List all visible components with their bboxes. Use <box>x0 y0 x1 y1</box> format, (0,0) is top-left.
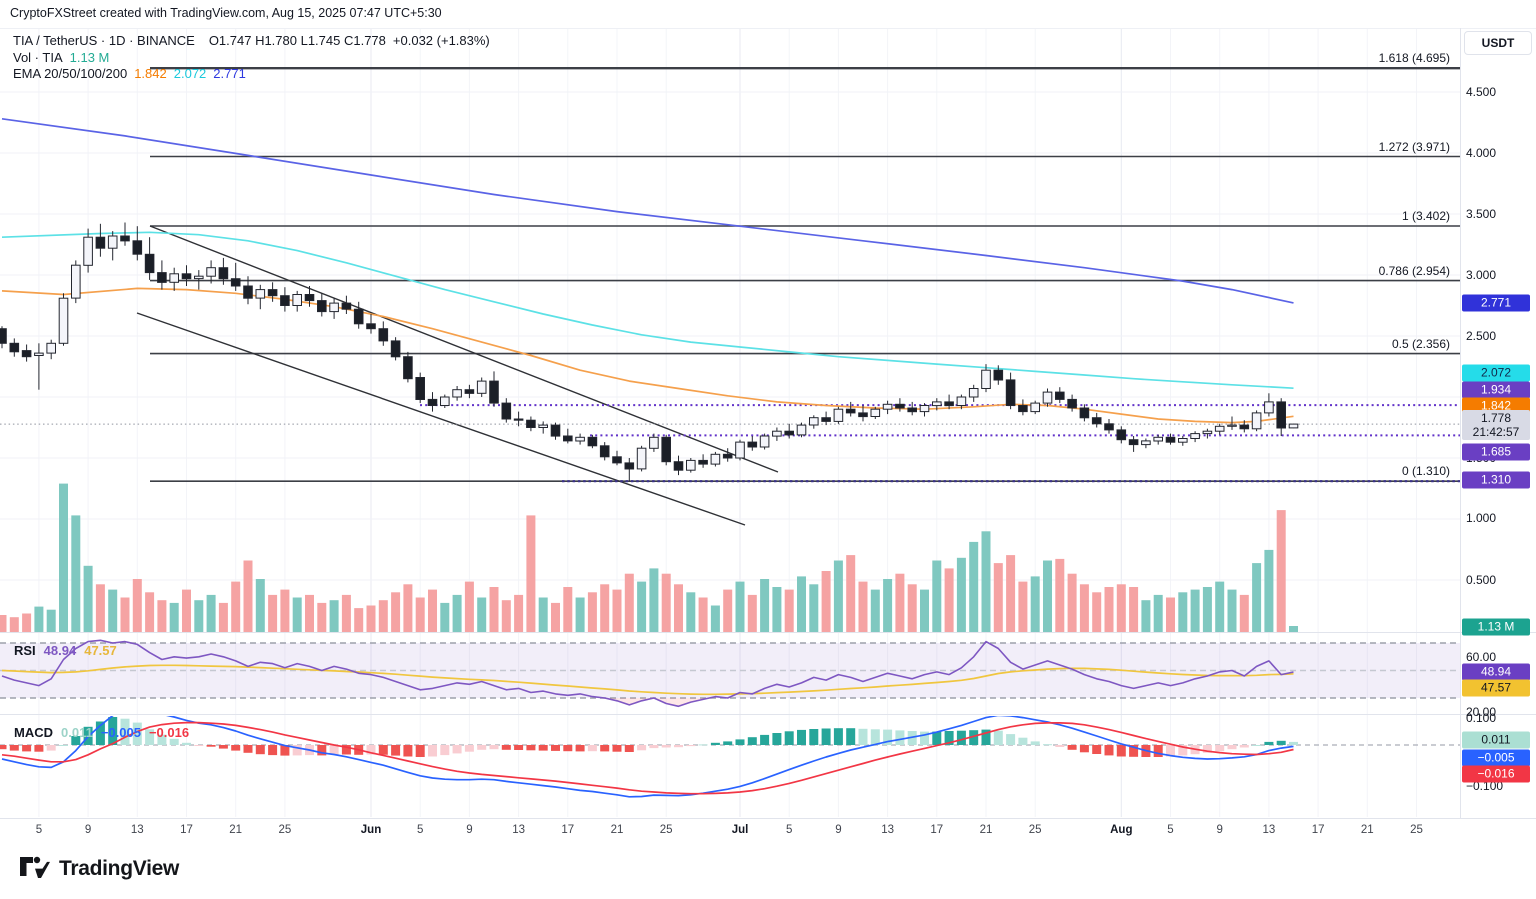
time-axis-label: 17 <box>180 824 193 836</box>
macd-signal-value: −0.016 <box>148 725 190 740</box>
time-axis-label: 13 <box>1262 824 1276 836</box>
ema100-value: 2.072 <box>173 66 207 81</box>
ema-label: EMA 20/50/100/200 <box>13 66 128 81</box>
price-axis-label: 1.000 <box>1466 511 1497 525</box>
symbol-title[interactable]: TIA / TetherUS · 1D · BINANCE <box>13 33 195 48</box>
time-axis-label: 9 <box>1216 824 1223 836</box>
time-axis-label: 5 <box>35 824 43 836</box>
pane-divider <box>0 28 1536 29</box>
fib-level-label: 1.618 (4.695) <box>1378 51 1450 66</box>
change-value: +0.032 (+1.83%) <box>392 33 490 48</box>
badge-level-1685: 1.685 <box>1462 443 1530 461</box>
volume-legend-row[interactable]: Vol · TIA 1.13 M <box>13 50 490 67</box>
badge-macd-hist: 0.011 <box>1462 731 1530 749</box>
badge-last-price: 1.778 21:42:57 <box>1462 410 1530 440</box>
tradingview-logo-text: TradingView <box>59 857 180 880</box>
time-axis-border <box>0 818 1536 819</box>
tradingview-branding[interactable]: TradingView <box>20 856 179 882</box>
time-axis-label: 17 <box>930 824 944 836</box>
price-axis-label: 2.500 <box>1466 329 1497 343</box>
fib-level-label: 1.272 (3.971) <box>1378 139 1450 154</box>
macd-legend-row[interactable]: MACD 0.011 −0.005 −0.016 <box>14 725 189 740</box>
time-axis-label: 25 <box>1028 824 1042 836</box>
price-axis-label: 0.100 <box>1466 711 1497 725</box>
rsi-label: RSI <box>14 643 36 658</box>
time-axis-month-label: Jul <box>731 824 749 836</box>
time-axis-label: 21 <box>229 824 243 836</box>
badge-volume: 1.13 M <box>1462 618 1530 636</box>
macd-label: MACD <box>14 725 53 740</box>
price-axis-label: 4.000 <box>1466 146 1497 160</box>
ema-legend-row[interactable]: EMA 20/50/100/200 1.842 2.072 2.771 <box>13 66 490 83</box>
time-axis-label: 17 <box>561 824 575 836</box>
time-axis-label: 25 <box>659 824 673 836</box>
ema200-value: 2.771 <box>213 66 246 81</box>
fib-level-label: 0.5 (2.356) <box>1391 336 1450 351</box>
ema20-value: 1.842 <box>134 66 167 81</box>
ohlc-values: O1.747 H1.780 L1.745 C1.778 <box>208 33 386 48</box>
tradingview-logo-icon <box>20 856 50 878</box>
time-axis-label: 21 <box>1360 824 1374 836</box>
time-axis-label: 9 <box>466 824 473 836</box>
pane-divider-price-rsi[interactable] <box>0 632 1536 633</box>
time-axis-label: 13 <box>881 824 894 836</box>
price-axis-border <box>1460 28 1461 818</box>
time-axis-label: 13 <box>512 824 525 836</box>
volume-value: 1.13 M <box>69 49 110 65</box>
time-axis-label: 25 <box>1410 824 1423 836</box>
badge-level-1934: 1.934 <box>1462 381 1530 399</box>
rsi-legend-row[interactable]: RSI 48.94 47.57 <box>14 643 117 658</box>
badge-rsi: 48.94 <box>1462 663 1530 681</box>
time-axis-label: 13 <box>130 824 144 836</box>
price-axis-label: −0.100 <box>1466 779 1504 793</box>
volume-label: Vol · TIA <box>13 49 63 65</box>
time-axis-month-label: Aug <box>1110 824 1133 836</box>
currency-toggle-button[interactable]: USDT <box>1464 31 1532 55</box>
fib-level-label: 0 (1.310) <box>1401 464 1450 479</box>
time-axis-label: 5 <box>416 824 424 836</box>
time-axis-label: 9 <box>835 824 842 836</box>
time-axis-label: 21 <box>610 824 624 836</box>
price-axis-label: 20.00 <box>1466 705 1497 719</box>
time-axis-label: 25 <box>278 824 292 836</box>
price-axis-label: 0.500 <box>1466 573 1497 587</box>
rsi-value: 48.94 <box>43 643 77 658</box>
price-axis-label: 3.500 <box>1466 207 1497 221</box>
macd-line-value: −0.005 <box>100 725 141 740</box>
rsi-ma-value: 47.57 <box>84 643 117 658</box>
badge-fib0-price: 1.310 <box>1462 471 1530 489</box>
pane-divider-rsi-macd[interactable] <box>0 714 1536 715</box>
time-axis[interactable] <box>0 818 1460 846</box>
badge-macd-signal: −0.016 <box>1462 765 1530 783</box>
time-axis-label: 5 <box>785 824 793 836</box>
chart-legend[interactable]: TIA / TetherUS · 1D · BINANCE O1.747 H1.7… <box>13 33 490 83</box>
attribution-banner: CryptoFXStreet created with TradingView.… <box>10 6 442 20</box>
price-axis-label: 60.00 <box>1466 650 1497 664</box>
time-axis-month-label: Jun <box>360 824 382 836</box>
time-axis-label: 5 <box>1167 824 1174 836</box>
time-axis-label: 21 <box>979 824 993 836</box>
macd-hist-value: 0.011 <box>61 725 93 740</box>
fib-level-label: 0.786 (2.954) <box>1378 263 1450 278</box>
badge-ema200-price: 2.771 <box>1462 294 1530 312</box>
price-axis-label: 4.500 <box>1466 85 1497 99</box>
symbol-legend-row[interactable]: TIA / TetherUS · 1D · BINANCE O1.747 H1.7… <box>13 33 490 50</box>
badge-ema100-price: 2.072 <box>1462 364 1530 382</box>
fib-level-label: 1 (3.402) <box>1401 208 1450 223</box>
price-axis-label: 3.000 <box>1466 268 1497 282</box>
time-axis-label: 9 <box>84 824 92 836</box>
badge-macd-line: −0.005 <box>1462 749 1530 767</box>
time-axis-label: 17 <box>1311 824 1325 836</box>
badge-rsi-ma: 47.57 <box>1462 679 1530 697</box>
